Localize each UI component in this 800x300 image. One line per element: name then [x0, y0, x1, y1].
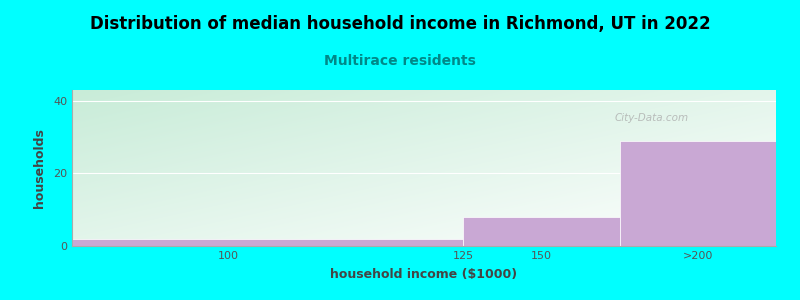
Bar	[463, 217, 619, 246]
X-axis label: household income ($1000): household income ($1000)	[330, 268, 518, 281]
Text: Multirace residents: Multirace residents	[324, 54, 476, 68]
Y-axis label: households: households	[33, 128, 46, 208]
Text: Distribution of median household income in Richmond, UT in 2022: Distribution of median household income …	[90, 15, 710, 33]
Bar	[72, 239, 463, 246]
Text: City-Data.com: City-Data.com	[614, 113, 688, 123]
Bar	[619, 141, 776, 246]
